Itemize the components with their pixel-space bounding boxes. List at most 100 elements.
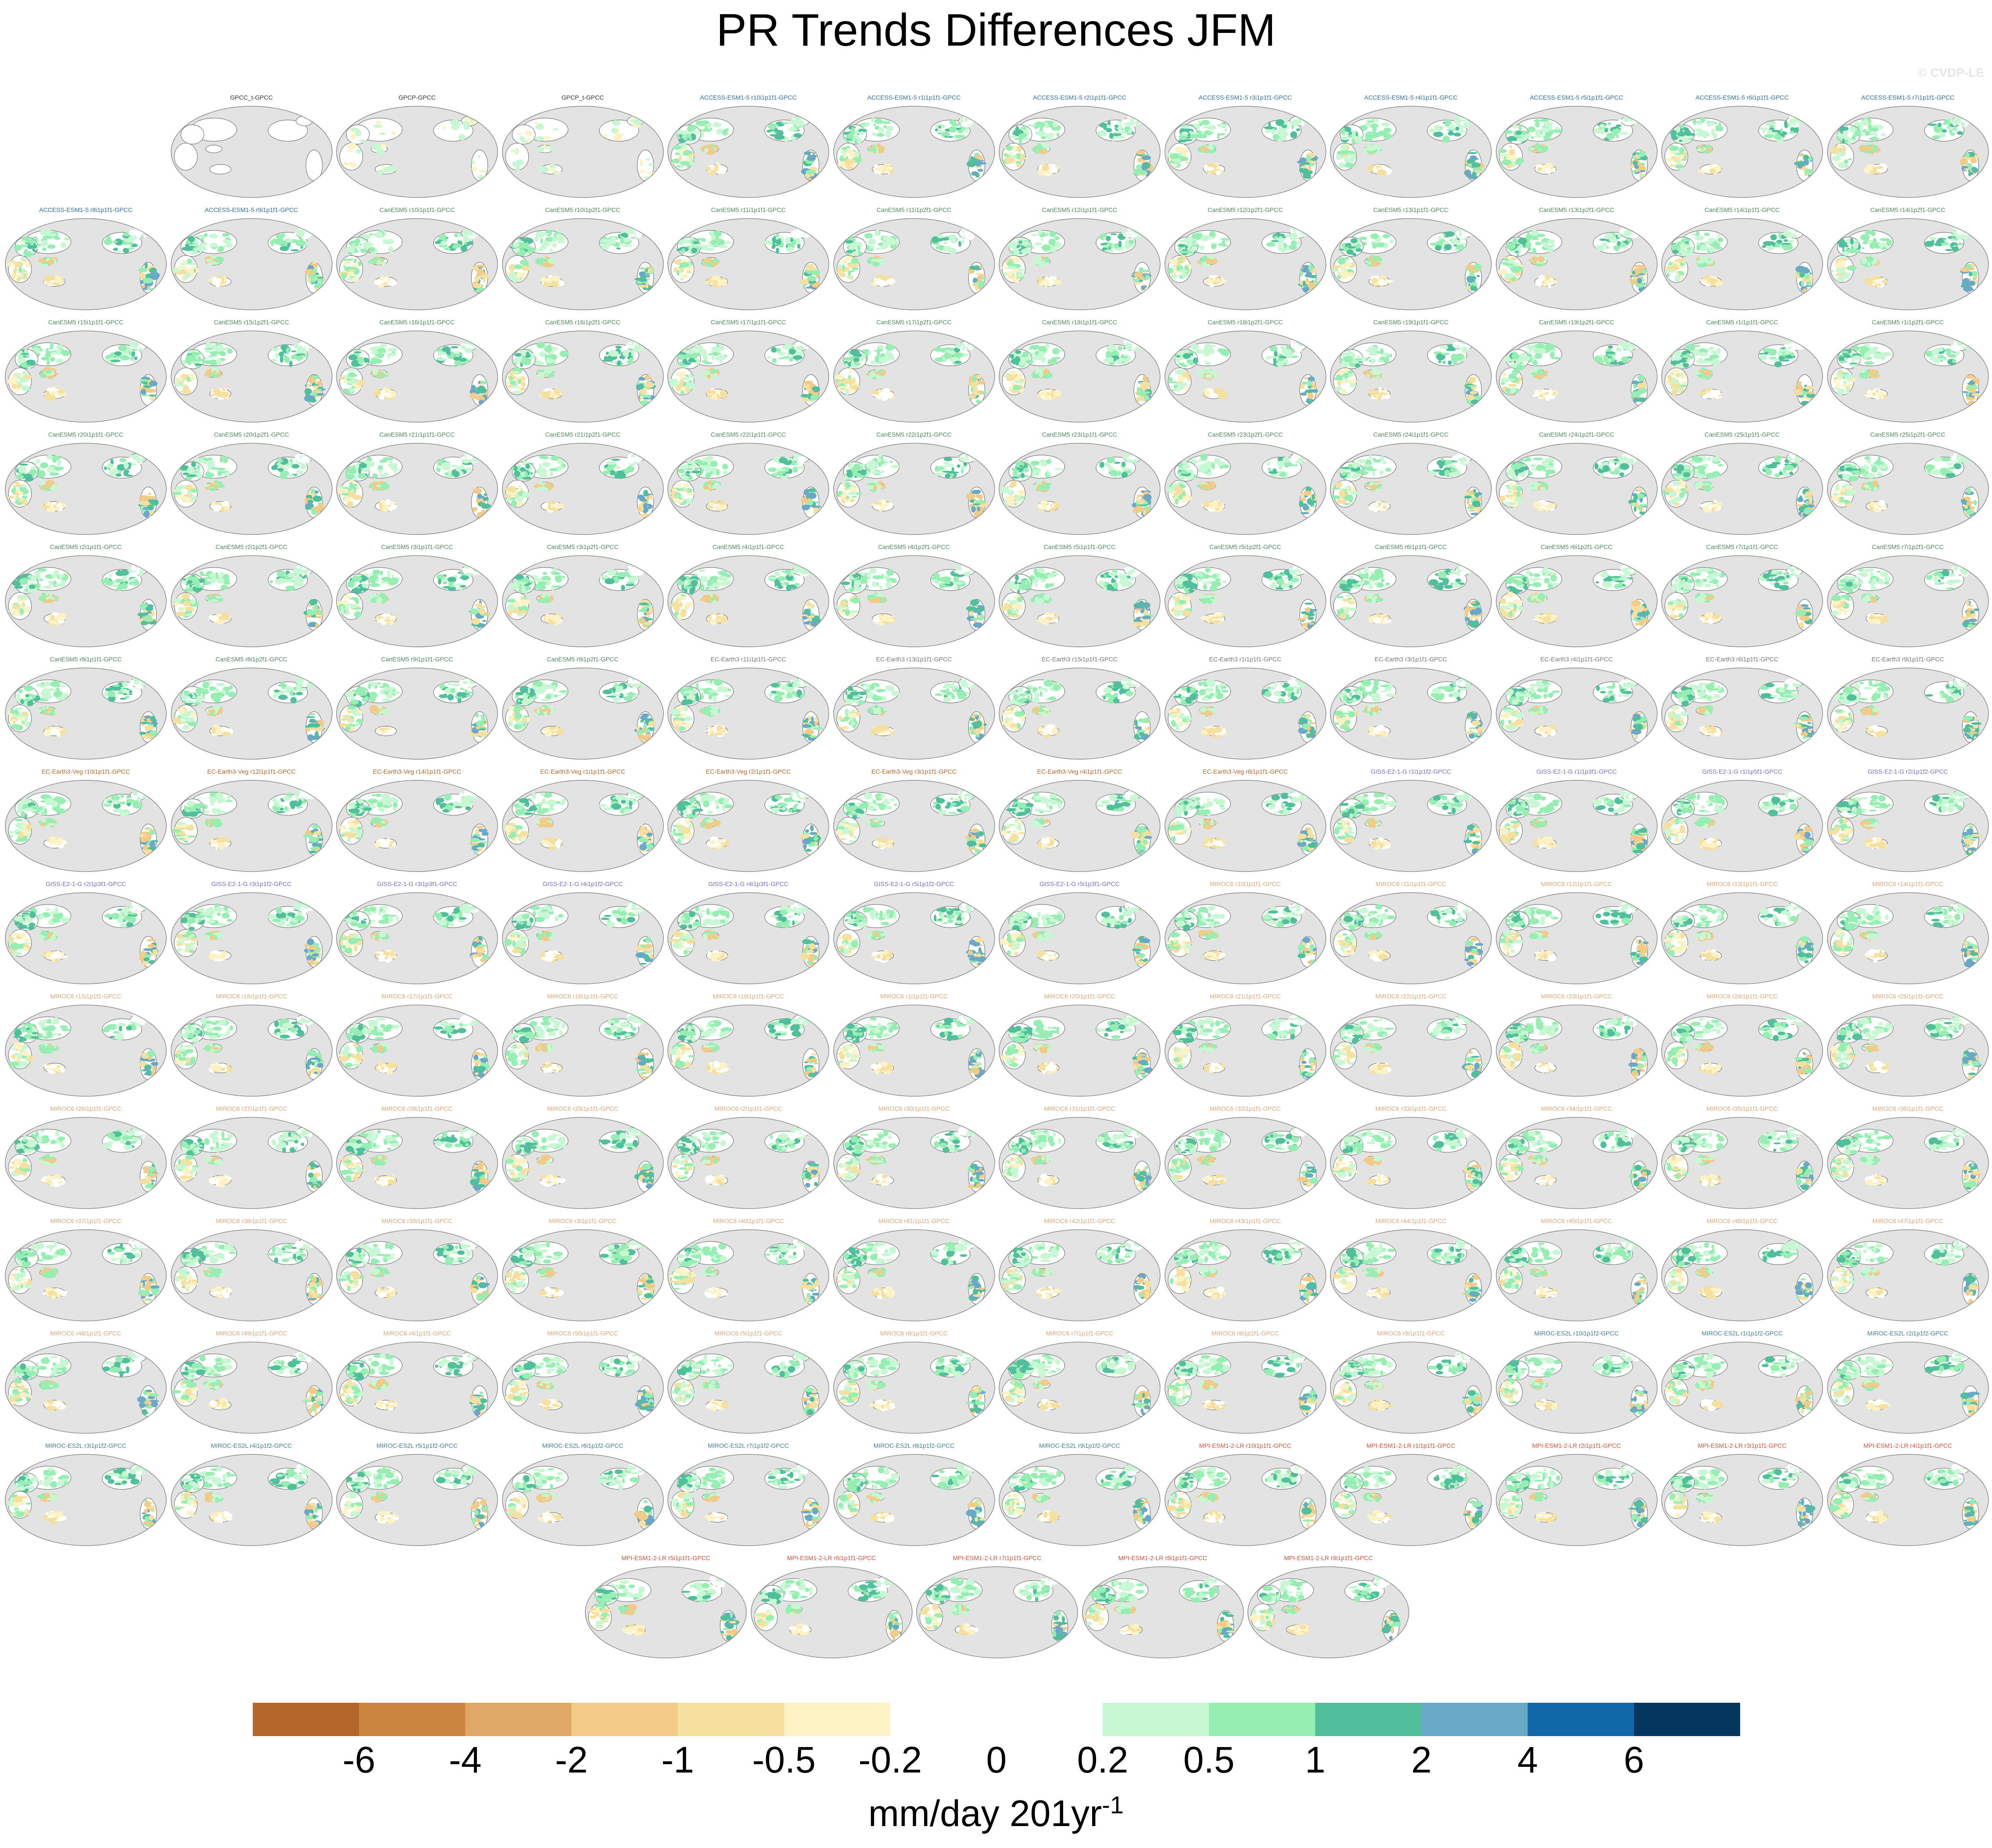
trend-cell [1518,237,1527,244]
trend-cell [881,356,891,361]
trend-cell [1006,152,1014,155]
trend-cell [718,169,726,174]
trend-cell [190,374,194,381]
trend-cell [378,369,382,377]
trend-cell [950,237,957,244]
trend-cell [973,392,981,396]
trend-cell [602,359,613,362]
trend-cell [517,239,521,243]
trend-cell [1114,130,1121,134]
map-globe [170,218,333,310]
trend-cell [1046,136,1054,140]
trend-cell [380,392,389,396]
trend-cell [36,238,40,242]
trend-cell [1007,271,1013,277]
trend-cell [1382,234,1390,238]
trend-cell [1593,128,1600,133]
trend-cell [453,354,463,356]
trend-cell [1113,133,1121,136]
trend-cell [1508,149,1515,155]
trend-cell [1009,155,1017,158]
trend-cell [707,144,714,147]
map-panel: ACCESS-ESM1-5 r2i1p1f1-GPCC [997,94,1162,200]
panel-title: CanESM5 r13i1p1f1-GPCC [1329,206,1493,213]
panel-title: ACCESS-ESM1-5 r4i1p1f1-GPCC [1329,94,1493,101]
map-globe [336,330,498,423]
trend-cell [554,389,560,395]
trend-cell [878,146,885,152]
trend-cell [1118,233,1122,240]
trend-cell [1040,136,1046,139]
trend-cell [1796,272,1800,275]
land-region [205,144,222,153]
trend-cell [1338,162,1346,169]
trend-cell [1369,256,1373,261]
trend-cell [1048,133,1055,136]
trend-cell [525,130,531,136]
trend-cell [1604,128,1608,133]
trend-cell [549,164,556,168]
trend-cell [639,383,644,390]
trend-cell [1686,247,1691,251]
trend-cell [1370,233,1379,239]
trend-cell [146,388,157,393]
trend-cell [1454,244,1458,247]
trend-cell [227,348,233,354]
map-globe [1827,106,1989,198]
trend-cell [186,355,196,361]
trend-cell [1959,158,1968,165]
trend-cell [45,242,48,244]
trend-cell [1177,244,1186,248]
trend-cell [1924,240,1934,247]
trend-cell [883,122,891,124]
trend-cell [388,246,393,253]
trend-cell [718,166,722,169]
trend-cell [1866,256,1874,262]
map-panel: CanESM5 r13i1p1f1-GPCC [1329,206,1493,312]
trend-cell [1015,146,1023,152]
trend-cell [682,359,688,364]
trend-cell [1688,137,1693,140]
map-panel: ACCESS-ESM1-5 r6i1p1f1-GPCC [1660,94,1824,200]
trend-cell [785,237,792,244]
trend-cell [552,128,558,131]
trend-cell [1170,153,1180,159]
trend-cell [220,351,226,356]
trend-cell [1506,260,1514,264]
trend-cell [1109,133,1114,139]
trend-cell [1458,119,1468,122]
trend-cell [643,176,648,179]
panel-title: ACCESS-ESM1-5 r10i1p1f1-GPCC [666,94,831,101]
trend-cell [711,149,715,153]
trend-cell [1014,137,1024,140]
trend-cell [1957,242,1963,246]
trend-cell [209,243,218,248]
trend-cell [680,164,684,169]
trend-cell [33,244,37,249]
trend-cell [1778,232,1781,239]
trend-cell [23,258,27,262]
trend-cell [689,373,692,377]
trend-cell [472,266,479,271]
trend-cell [1435,245,1442,251]
trend-cell [776,233,780,237]
trend-cell [181,360,185,363]
trend-cell [1679,139,1683,142]
trend-cell [1972,277,1976,280]
trend-cell [1788,120,1791,127]
trend-cell [477,394,484,396]
trend-cell [21,272,25,278]
trend-cell [1626,121,1634,125]
trend-cell [1183,139,1193,142]
trend-cell [1770,234,1777,240]
trend-cell [138,268,147,273]
trend-cell [348,269,356,272]
trend-cell [1460,243,1467,245]
trend-cell [718,244,728,249]
trend-cell [39,258,47,263]
trend-cell [679,154,682,162]
trend-cell [1182,152,1187,157]
trend-cell [1672,249,1679,254]
trend-cell [1184,265,1189,270]
trend-cell [1221,240,1225,247]
